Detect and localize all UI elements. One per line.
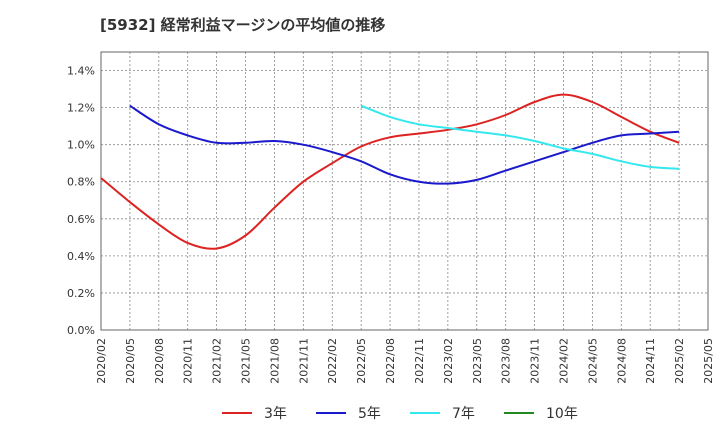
- y-tick-label: 0.4%: [67, 250, 95, 263]
- x-tick-label: 2020/11: [182, 338, 195, 384]
- y-tick-label: 0.8%: [67, 176, 95, 189]
- y-tick-label: 0.0%: [67, 324, 95, 337]
- series-line-3年: [100, 93, 680, 250]
- x-tick-label: 2021/02: [211, 338, 224, 384]
- x-tick-label: 2025/05: [702, 338, 715, 384]
- axes: 2020/02 2020/05 2020/08 2020/11 2021/02 2021/…: [67, 51, 715, 384]
- series-line-7年: [360, 104, 680, 170]
- x-tick-label: 2023/05: [471, 338, 484, 384]
- series-lines: [100, 93, 680, 250]
- plot-frame: [100, 51, 709, 331]
- series-line-5年: [129, 104, 680, 185]
- x-tick-label: 2020/05: [124, 338, 137, 384]
- x-tick-label: 2024/11: [644, 338, 657, 384]
- legend-label: 5年: [358, 406, 381, 422]
- plot-background: [101, 52, 708, 330]
- x-tick-label: 2024/02: [557, 338, 570, 384]
- legend-label: 10年: [546, 406, 578, 422]
- x-tick-label: 2024/05: [586, 338, 599, 384]
- x-tick-label: 2022/11: [413, 338, 426, 384]
- y-tick-label: 0.2%: [67, 287, 95, 300]
- y-tick-label: 1.2%: [67, 102, 95, 115]
- x-tick-label: 2020/02: [95, 338, 108, 384]
- y-tick-label: 1.0%: [67, 139, 95, 152]
- legend-label: 7年: [452, 406, 475, 422]
- x-tick-label: 2021/05: [240, 338, 253, 384]
- legend-label: 3年: [264, 406, 287, 422]
- x-tick-label: 2024/08: [615, 338, 628, 384]
- x-tick-label: 2021/11: [297, 338, 310, 384]
- legend: 3年 5年 7年 10年: [222, 406, 578, 422]
- x-tick-label: 2021/08: [268, 338, 281, 384]
- x-tick-label: 2022/08: [384, 338, 397, 384]
- y-tick-label: 1.4%: [67, 65, 95, 78]
- x-tick-label: 2020/08: [153, 338, 166, 384]
- y-tick-label: 0.6%: [67, 213, 95, 226]
- x-tick-label: 2023/02: [442, 338, 455, 384]
- chart-title: [5932] 経常利益マージンの平均値の推移: [100, 16, 386, 34]
- x-tick-label: 2022/05: [355, 338, 368, 384]
- x-tick-label: 2025/02: [673, 338, 686, 384]
- x-tick-label: 2022/02: [326, 338, 339, 384]
- x-tick-label: 2023/08: [500, 338, 513, 384]
- x-tick-label: 2023/11: [529, 338, 542, 384]
